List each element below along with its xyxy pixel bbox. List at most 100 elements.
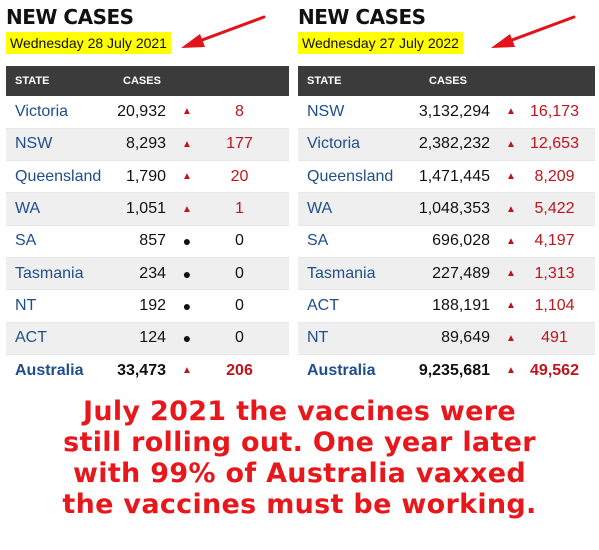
cases-value: 1,048,353 [398,192,498,226]
state-name[interactable]: Queensland [298,160,398,194]
cases-value: 89,649 [398,322,498,355]
triangle-up-icon: ▲ [174,96,200,129]
triangle-up-icon: ▲ [174,128,200,162]
change-value: 0 [200,225,289,258]
triangle-up-icon: ▲ [174,192,200,226]
cases-value: 124 [110,322,174,355]
red-arrow-icon [491,15,576,48]
state-name[interactable]: Tasmania [298,257,398,291]
triangle-up-icon: ▲ [174,160,200,194]
cases-value: 1,471,445 [398,160,498,194]
change-value: 5,422 [524,192,595,226]
caption-line: still rolling out. One year later [63,427,536,458]
state-name[interactable]: WA [298,192,398,226]
state-name[interactable]: Australia [6,354,110,387]
panel-title: NEW CASES [6,5,134,29]
state-name[interactable]: SA [298,225,398,258]
state-name[interactable]: Victoria [6,96,110,129]
triangle-up-icon: ▲ [498,289,524,323]
state-name[interactable]: Victoria [298,128,398,162]
table-row: WA 1,048,353 ▲ 5,422 [298,192,595,226]
table-row: NT 192 ● 0 [6,289,289,323]
change-value: 20 [200,160,289,194]
cases-value: 857 [110,225,174,258]
panel-2021: NEW CASES Wednesday 28 July 2021 STATE C… [6,4,289,387]
state-name[interactable]: NT [6,289,110,323]
total-row: Australia 33,473 ▲ 206 [6,354,289,387]
caption-line: with 99% of Australia vaxxed [73,458,526,489]
cases-value: 1,790 [110,160,174,194]
change-value: 1,313 [524,257,595,291]
change-value: 1 [200,192,289,226]
change-value: 4,197 [524,225,595,258]
table-row: ACT 124 ● 0 [6,322,289,355]
state-name[interactable]: WA [6,192,110,226]
table-row: SA 696,028 ▲ 4,197 [298,225,595,258]
caption-text: July 2021 the vaccines were still rollin… [0,396,599,520]
panel-2022: NEW CASES Wednesday 27 July 2022 STATE C… [298,4,595,387]
caption-line: July 2021 the vaccines were [83,396,516,427]
change-value: 177 [200,128,289,162]
panel-title: NEW CASES [298,5,426,29]
table-header: STATE CASES [6,66,289,96]
triangle-up-icon: ▲ [498,322,524,355]
cases-table: STATE CASES NSW 3,132,294 ▲ 16,173 Victoria 2… [298,66,595,387]
header-cases: CASES [110,66,174,96]
cases-value: 2,382,232 [398,128,498,162]
table-row: WA 1,051 ▲ 1 [6,192,289,226]
cases-value: 3,132,294 [398,96,498,129]
change-value: 12,653 [524,128,595,162]
date-highlight: Wednesday 28 July 2021 [6,32,171,54]
change-value: 8 [200,96,289,129]
bullet-icon: ● [174,225,200,258]
triangle-up-icon: ▲ [498,128,524,162]
cases-value: 8,293 [110,128,174,162]
table-row: Queensland 1,471,445 ▲ 8,209 [298,160,595,194]
cases-value: 227,489 [398,257,498,291]
triangle-up-icon: ▲ [498,96,524,129]
bullet-icon: ● [174,322,200,355]
total-row: Australia 9,235,681 ▲ 49,562 [298,354,595,387]
state-name[interactable]: Australia [298,354,398,387]
triangle-up-icon: ▲ [498,160,524,194]
state-name[interactable]: Tasmania [6,257,110,291]
caption-line: the vaccines must be working. [62,489,537,520]
table-row: SA 857 ● 0 [6,225,289,258]
state-name[interactable]: NT [298,322,398,355]
state-name[interactable]: Queensland [6,160,110,194]
bullet-icon: ● [174,257,200,291]
cases-value: 696,028 [398,225,498,258]
table-row: Tasmania 234 ● 0 [6,257,289,291]
date-highlight: Wednesday 27 July 2022 [298,32,463,54]
triangle-up-icon: ▲ [498,257,524,291]
table-header: STATE CASES [298,66,595,96]
red-arrow-icon [181,15,266,48]
change-value: 491 [524,322,595,355]
change-value: 0 [200,322,289,355]
header-state: STATE [298,66,398,96]
cases-value: 188,191 [398,289,498,323]
table-row: NT 89,649 ▲ 491 [298,322,595,355]
table-row: Victoria 20,932 ▲ 8 [6,96,289,129]
cases-value: 234 [110,257,174,291]
triangle-up-icon: ▲ [498,192,524,226]
state-name[interactable]: ACT [298,289,398,323]
bullet-icon: ● [174,289,200,323]
cases-value: 192 [110,289,174,323]
change-value: 0 [200,257,289,291]
change-value: 16,173 [524,96,595,129]
state-name[interactable]: NSW [6,128,110,162]
change-value: 49,562 [524,354,595,387]
table-row: Victoria 2,382,232 ▲ 12,653 [298,128,595,162]
cases-value: 1,051 [110,192,174,226]
table-row: NSW 8,293 ▲ 177 [6,128,289,162]
state-name[interactable]: NSW [298,96,398,129]
triangle-up-icon: ▲ [174,354,200,387]
header-state: STATE [6,66,110,96]
state-name[interactable]: SA [6,225,110,258]
cases-value: 20,932 [110,96,174,129]
change-value: 8,209 [524,160,595,194]
table-row: Queensland 1,790 ▲ 20 [6,160,289,194]
change-value: 206 [200,354,289,387]
state-name[interactable]: ACT [6,322,110,355]
